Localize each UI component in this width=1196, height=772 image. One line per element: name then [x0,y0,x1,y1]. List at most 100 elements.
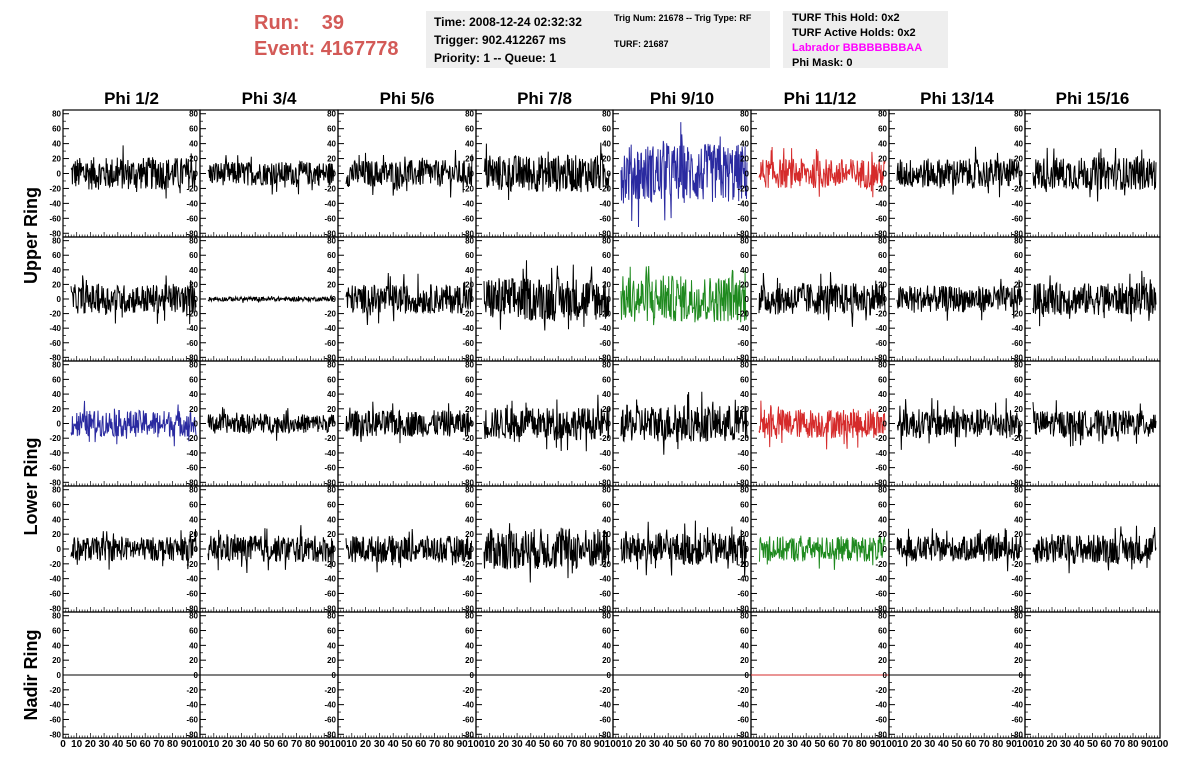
y-tick-label: 40 [465,641,474,650]
y-tick-label: 20 [465,155,474,164]
y-tick-label: 40 [189,266,198,275]
panel-r5-c2: 80 60 40 20 0 -20 -40 -60 -80 [186,611,339,739]
y-tick-label: -80 [1011,229,1023,238]
y-tick-label: 40 [602,641,611,650]
x-tick-label: 30 [787,739,799,750]
y-tick-label: -80 [324,478,336,487]
panel-r3-c2: 80 60 40 20 0 -20 -40 -60 -80 [186,360,339,487]
y-tick-label: -20 [462,434,474,443]
x-tick-label: 90 [732,739,744,750]
x-tick-label: 60 [140,739,152,750]
y-tick-label: 60 [189,627,198,636]
phi-header-2: Phi 3/4 [242,89,297,108]
y-tick-label: -40 [324,449,336,458]
x-tick-label: 50 [263,739,275,750]
panel-r2-c4: 80 60 40 20 0 -20 -40 -60 -80 [462,236,614,362]
y-tick-label: 20 [1014,405,1023,414]
turf-text: TURF: 21687 [614,39,669,49]
x-tick-label: 80 [305,739,317,750]
phi-header-8: Phi 15/16 [1056,89,1130,108]
y-tick-label: -60 [49,214,61,223]
y-tick-label: 60 [878,627,887,636]
y-tick-label: -20 [737,434,749,443]
y-tick-label: -40 [324,575,336,584]
y-tick-label: -60 [737,464,749,473]
x-tick-label: 60 [690,739,702,750]
waveform-trace [345,528,473,573]
phi-header-6: Phi 11/12 [784,89,857,108]
y-tick-label: -80 [324,353,336,362]
y-tick-label: 0 [470,671,475,680]
y-tick-label: -20 [186,434,198,443]
x-tick-label: 90 [319,739,331,750]
y-tick-label: -80 [737,478,749,487]
y-tick-label: -80 [1011,730,1023,739]
y-tick-label: -60 [875,339,887,348]
y-tick-label: 60 [740,375,749,384]
y-tick-label: -20 [599,560,611,569]
y-tick-label: 20 [1014,656,1023,665]
y-tick-label: -20 [737,560,749,569]
y-tick-label: -60 [186,339,198,348]
y-tick-label: -60 [737,589,749,598]
panel-r5-c7: 80 60 40 20 0 -20 -40 -60 -80 [875,611,1026,739]
y-tick-label: -40 [599,575,611,584]
x-tick-label: 10 [71,739,83,750]
y-tick-label: -60 [462,214,474,223]
event-label: Event: [254,38,316,60]
y-tick-label: -80 [462,478,474,487]
panel-r2-c3: 80 60 40 20 0 -20 -40 -60 -80 [324,236,477,362]
x-tick-label: 100 [330,739,347,750]
y-tick-label: -20 [324,434,336,443]
panel-r5-c8: 80 60 40 20 0 -20 -40 -60 -80 [1011,611,1161,739]
ring-label-nadir-ring: Nadir Ring [21,629,41,720]
y-tick-label: 40 [52,140,61,149]
y-tick-label: 0 [607,545,612,554]
y-tick-label: 40 [189,641,198,650]
y-tick-label: 80 [1014,612,1023,621]
y-tick-label: 60 [740,125,749,134]
y-tick-label: 0 [607,671,612,680]
y-tick-label: -80 [737,604,749,613]
y-tick-label: 0 [194,170,199,179]
y-tick-label: -80 [737,353,749,362]
run-value: 39 [321,12,345,34]
y-tick-label: 20 [52,280,61,289]
y-tick-label: -80 [324,604,336,613]
x-tick-label: 40 [801,739,813,750]
y-tick-label: 20 [52,530,61,539]
y-tick-label: -40 [186,324,198,333]
x-tick-label: 0 [60,739,66,750]
y-tick-label: 40 [327,140,336,149]
y-tick-label: -80 [1011,478,1023,487]
turf-active-holds-text: TURF Active Holds: 0x2 [792,27,916,39]
y-tick-label: 80 [602,486,611,495]
y-tick-label: 0 [470,545,475,554]
y-tick-label: 40 [878,515,887,524]
x-tick-label: 20 [222,739,234,750]
y-tick-label: -20 [49,184,61,193]
x-tick-label: 80 [167,739,179,750]
y-tick-label: 60 [740,501,749,510]
panel-r1-c1: 80 60 40 20 0 -20 -40 -60 -80 [49,109,201,238]
y-tick-label: 0 [332,295,337,304]
y-tick-label: 80 [878,361,887,370]
x-tick-label: 80 [580,739,592,750]
y-tick-label: 80 [465,237,474,246]
panel-r1-c8: 80 60 40 20 0 -20 -40 -60 -80 [1011,109,1161,238]
y-tick-label: 0 [470,420,475,429]
y-tick-label: 60 [878,375,887,384]
y-tick-label: 40 [740,641,749,650]
y-tick-label: 0 [332,170,337,179]
x-tick-label: 90 [457,739,469,750]
y-tick-label: -40 [49,324,61,333]
y-tick-label: -60 [599,589,611,598]
panel-r1-c2: 80 60 40 20 0 -20 -40 -60 -80 [186,109,339,238]
y-tick-label: 60 [189,251,198,260]
y-tick-label: 80 [878,237,887,246]
y-tick-label: -80 [462,604,474,613]
y-tick-label: -20 [875,184,887,193]
y-tick-label: 0 [607,420,612,429]
y-tick-label: -20 [875,560,887,569]
y-tick-label: -80 [599,229,611,238]
